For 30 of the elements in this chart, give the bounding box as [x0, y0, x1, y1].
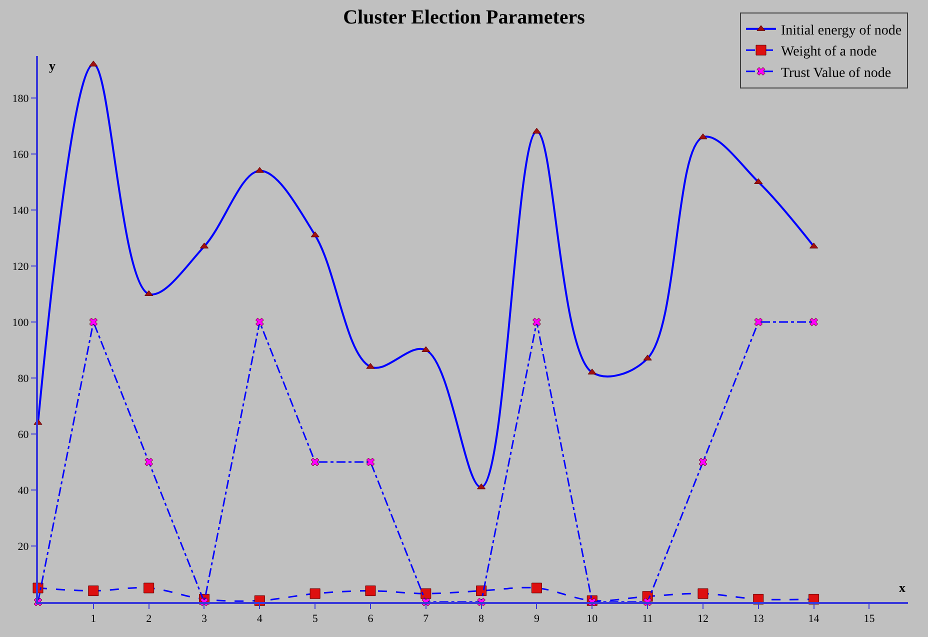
y-tick-label: 180 — [12, 92, 30, 105]
x-tick-label: 6 — [368, 613, 374, 626]
legend-label: Weight of a node — [781, 44, 877, 60]
x-tick-label: 14 — [808, 613, 820, 626]
x-tick-label: 9 — [534, 613, 540, 626]
x-tick-label: 10 — [586, 613, 598, 626]
y-axis-title: y — [49, 58, 56, 73]
y-tick-label: 20 — [18, 540, 30, 553]
x-tick-label: 3 — [201, 613, 208, 626]
x-tick-label: 7 — [423, 613, 430, 626]
x-tick-label: 11 — [642, 613, 653, 626]
x-tick-label: 1 — [90, 613, 96, 626]
legend-label: Trust Value of node — [781, 66, 892, 81]
x-tick-label: 8 — [478, 613, 485, 626]
x-tick-label: 15 — [864, 613, 876, 626]
y-tick-label: 160 — [12, 148, 30, 161]
y-tick-label: 80 — [18, 372, 30, 385]
y-tick-label: 100 — [12, 316, 30, 329]
y-tick-label: 140 — [12, 204, 30, 217]
y-tick-label: 120 — [12, 260, 30, 273]
x-tick-label: 5 — [312, 613, 318, 626]
y-tick-label: 40 — [18, 484, 30, 497]
chart-title: Cluster Election Parameters — [343, 6, 586, 29]
x-tick-label: 2 — [146, 613, 152, 626]
legend-label: Initial energy of node — [781, 23, 902, 38]
y-tick-label: 60 — [18, 428, 30, 441]
x-axis-title: x — [899, 580, 906, 595]
x-tick-label: 12 — [697, 613, 708, 626]
x-tick-label: 4 — [256, 613, 263, 626]
x-tick-label: 13 — [752, 613, 764, 626]
